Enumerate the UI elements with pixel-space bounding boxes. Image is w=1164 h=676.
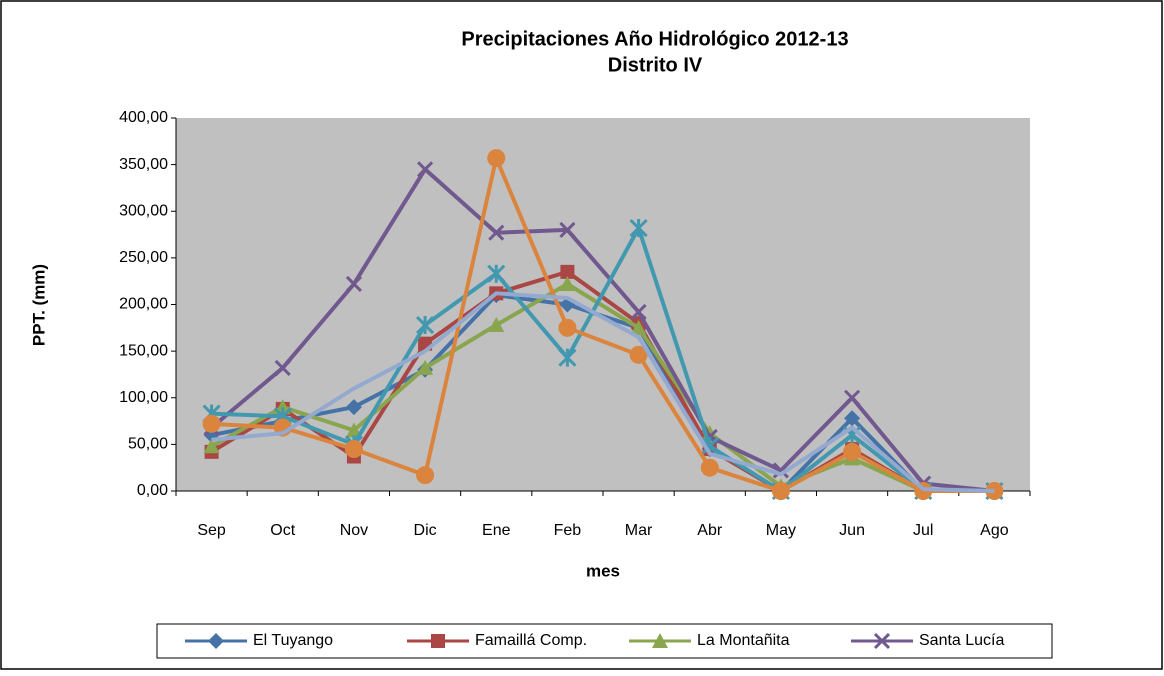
marker [345, 275, 362, 293]
marker [629, 218, 648, 238]
x-axis-title: mes [586, 561, 620, 580]
y-tick-label: 100,00 [119, 389, 168, 406]
y-tick-label: 400,00 [119, 109, 168, 126]
x-tick-label: Ago [980, 522, 1009, 539]
series-line [211, 156, 995, 493]
x-tick-label: Dic [414, 522, 437, 539]
legend-marker [431, 634, 445, 648]
marker [558, 348, 577, 367]
legend-marker [652, 633, 668, 648]
marker [274, 359, 291, 376]
chart-title: Precipitaciones Año Hidrológico 2012-13 [461, 28, 848, 50]
marker [843, 442, 862, 461]
series-line [211, 291, 995, 493]
series-line [211, 226, 995, 493]
marker [844, 410, 861, 427]
x-tick-label: May [766, 522, 796, 539]
marker [771, 482, 790, 500]
marker [416, 315, 435, 335]
x-tick-label: Jul [913, 522, 933, 539]
legend-marker [208, 633, 224, 649]
y-axis-title: PPT. (mm) [29, 264, 48, 346]
chart-title: Distrito IV [608, 54, 703, 76]
marker [487, 264, 506, 283]
series-line [210, 269, 995, 493]
marker [488, 224, 505, 241]
marker [559, 275, 576, 291]
marker [560, 264, 575, 279]
marker [345, 422, 362, 438]
legend-label: La Montañita [697, 632, 790, 649]
series-line [210, 167, 995, 493]
legend-label: El Tuyango [253, 632, 333, 649]
marker [700, 458, 719, 477]
marker [630, 319, 647, 335]
y-tick-label: 150,00 [119, 342, 168, 359]
y-tick-label: 350,00 [119, 156, 168, 173]
marker [488, 317, 505, 333]
x-tick-label: Feb [554, 522, 582, 539]
x-tick-label: Mar [625, 522, 653, 539]
legend-marker [873, 632, 891, 650]
marker [417, 161, 434, 178]
marker [416, 466, 435, 485]
x-tick-label: Jun [839, 522, 865, 539]
x-tick-label: Abr [697, 522, 723, 539]
marker [558, 318, 577, 337]
y-tick-label: 50,00 [128, 436, 168, 453]
marker [630, 303, 647, 321]
x-tick-label: Sep [197, 522, 226, 539]
marker [344, 440, 363, 459]
x-tick-label: Nov [340, 522, 368, 539]
legend-label: Santa Lucía [919, 632, 1005, 649]
y-tick-label: 300,00 [119, 202, 168, 219]
marker [345, 399, 362, 416]
marker [629, 345, 648, 364]
legend-label: Famaillá Comp. [475, 632, 587, 649]
marker [559, 221, 576, 238]
marker [203, 438, 220, 454]
marker [487, 149, 506, 168]
y-tick-label: 0,00 [137, 482, 168, 499]
marker [772, 462, 789, 479]
x-tick-label: Oct [270, 522, 295, 539]
marker [417, 359, 434, 375]
y-tick-label: 250,00 [119, 249, 168, 266]
marker [202, 414, 221, 433]
marker [844, 389, 861, 406]
y-tick-label: 200,00 [119, 296, 168, 313]
series-line [210, 281, 995, 493]
x-tick-label: Ene [482, 522, 511, 539]
